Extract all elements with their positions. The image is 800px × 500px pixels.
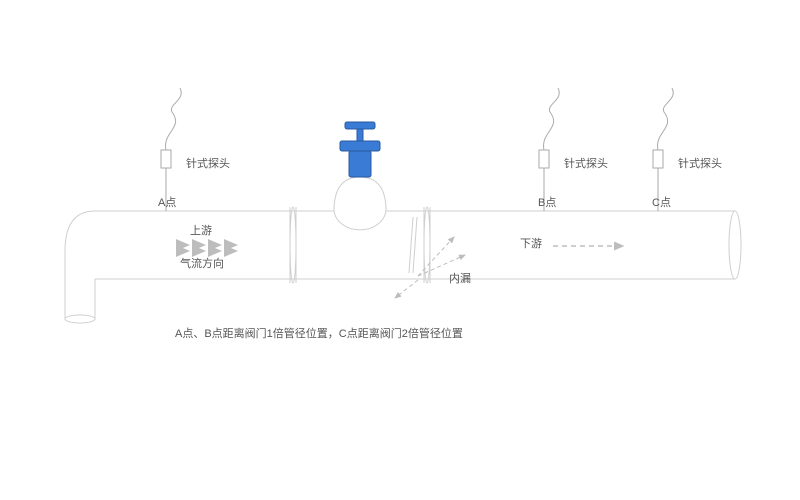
flow-direction-label: 气流方向 [180,255,224,271]
pipe-valve-diagram [0,0,800,500]
probe-label-b: 针式探头 [564,155,608,171]
point-b-label: B点 [538,194,556,210]
point-a-label: A点 [158,194,176,210]
arrows [178,217,623,298]
probe-label-a: 针式探头 [186,155,230,171]
probes [161,88,673,211]
caption: A点、B点距离阀门1倍管径位置，C点距离阀门2倍管径位置 [175,325,463,341]
pipe [65,207,741,323]
leak-label: 内漏 [449,270,471,286]
point-c-label: C点 [652,194,671,210]
downstream-label: 下游 [520,235,542,251]
probe-label-c: 针式探头 [678,155,722,171]
valve [334,122,386,230]
upstream-label: 上游 [190,222,212,238]
